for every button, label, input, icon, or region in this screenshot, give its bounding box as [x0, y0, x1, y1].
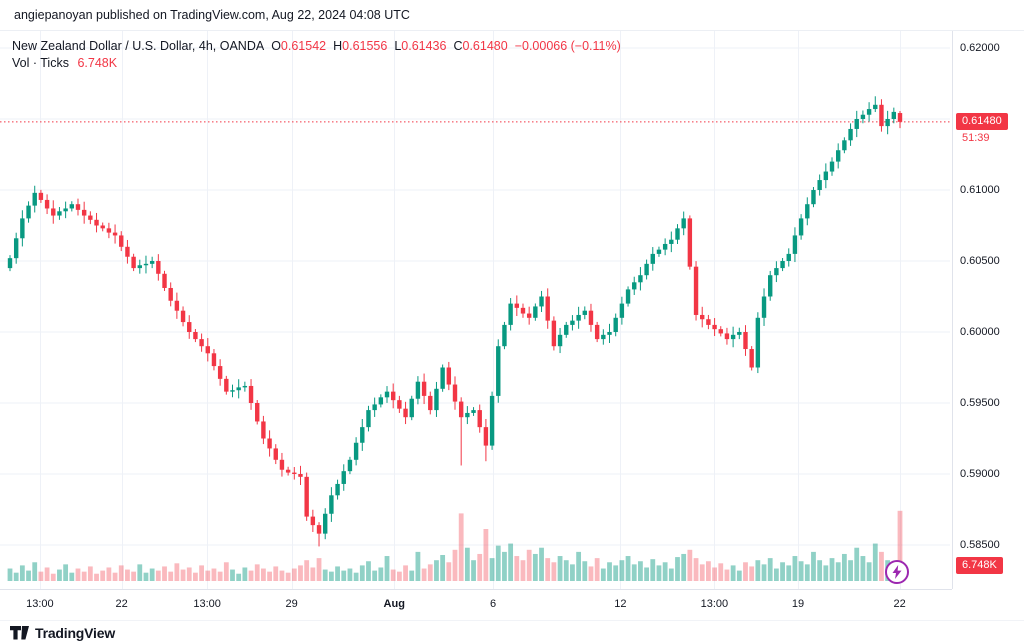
time-axis-label: 12 [614, 598, 627, 610]
ohlc-close-label: C [453, 39, 463, 53]
ohlc-close-value: 0.61480 [462, 39, 508, 53]
time-axis-label: 19 [791, 598, 805, 610]
price-axis-label: 0.61000 [960, 184, 1000, 196]
legend-volume-row: Vol · Ticks 6.748K [12, 55, 621, 72]
time-axis-label: 13:00 [193, 598, 221, 610]
legend-symbol-row: New Zealand Dollar / U.S. Dollar, 4h, OA… [12, 38, 621, 55]
ohlc-high-value: 0.61556 [342, 39, 388, 53]
candlestick-plot[interactable] [0, 31, 952, 589]
attribution-bar: angiepanoyan published on TradingView.co… [0, 0, 1024, 31]
price-axis-label: 0.62000 [960, 42, 1000, 54]
lightning-bolt-glyph [892, 565, 902, 579]
price-axis-label: 0.58500 [960, 539, 1000, 551]
attribution-text: angiepanoyan published on TradingView.co… [14, 8, 410, 22]
last-price-badge: 0.61480 [956, 112, 1008, 130]
symbol-title: New Zealand Dollar / U.S. Dollar, 4h, OA… [12, 39, 265, 53]
price-axis-label: 0.59000 [960, 468, 1000, 480]
ohlc-open-value: 0.61542 [280, 39, 327, 53]
price-axis[interactable]: 0.61480 51:39 6.748K 0.62000 0.61000 0.605… [952, 31, 1024, 589]
volume-badge: 6.748K [956, 557, 1003, 574]
time-axis[interactable]: 13:00 22 13:00 29 Aug 6 12 13:00 19 22 [0, 589, 952, 622]
tradingview-brand-text: TradingView [35, 624, 116, 641]
ohlc-low-label: L [394, 39, 402, 53]
candle-countdown: 51:39 [962, 131, 990, 144]
volume-study-value: 6.748K [77, 56, 118, 70]
time-axis-label: 29 [285, 598, 298, 610]
chart-legend: New Zealand Dollar / U.S. Dollar, 4h, OA… [12, 38, 621, 72]
time-axis-label: 13:00 [26, 598, 54, 610]
price-axis-label: 0.60500 [960, 255, 1000, 267]
lightning-icon [885, 560, 909, 584]
footer-bar[interactable]: TradingView [0, 620, 1024, 644]
time-axis-label: 6 [489, 598, 497, 610]
price-axis-label: 0.59500 [960, 397, 1000, 409]
time-axis-label: 13:00 [700, 598, 729, 610]
time-axis-label: 22 [115, 598, 128, 610]
ohlc-open-label: O [271, 39, 281, 53]
volume-study-label: Vol · Ticks [12, 56, 69, 70]
time-axis-label: Aug [383, 598, 405, 610]
ohlc-low-value: 0.61436 [401, 39, 447, 53]
tradingview-logo-icon [10, 625, 29, 640]
chart-area[interactable]: New Zealand Dollar / U.S. Dollar, 4h, OA… [0, 31, 1024, 622]
time-axis-label: 22 [893, 598, 906, 610]
price-axis-label: 0.60000 [960, 326, 1000, 338]
change-value: −0.00066 (−0.11%) [514, 39, 621, 53]
ohlc-high-label: H [333, 39, 343, 53]
